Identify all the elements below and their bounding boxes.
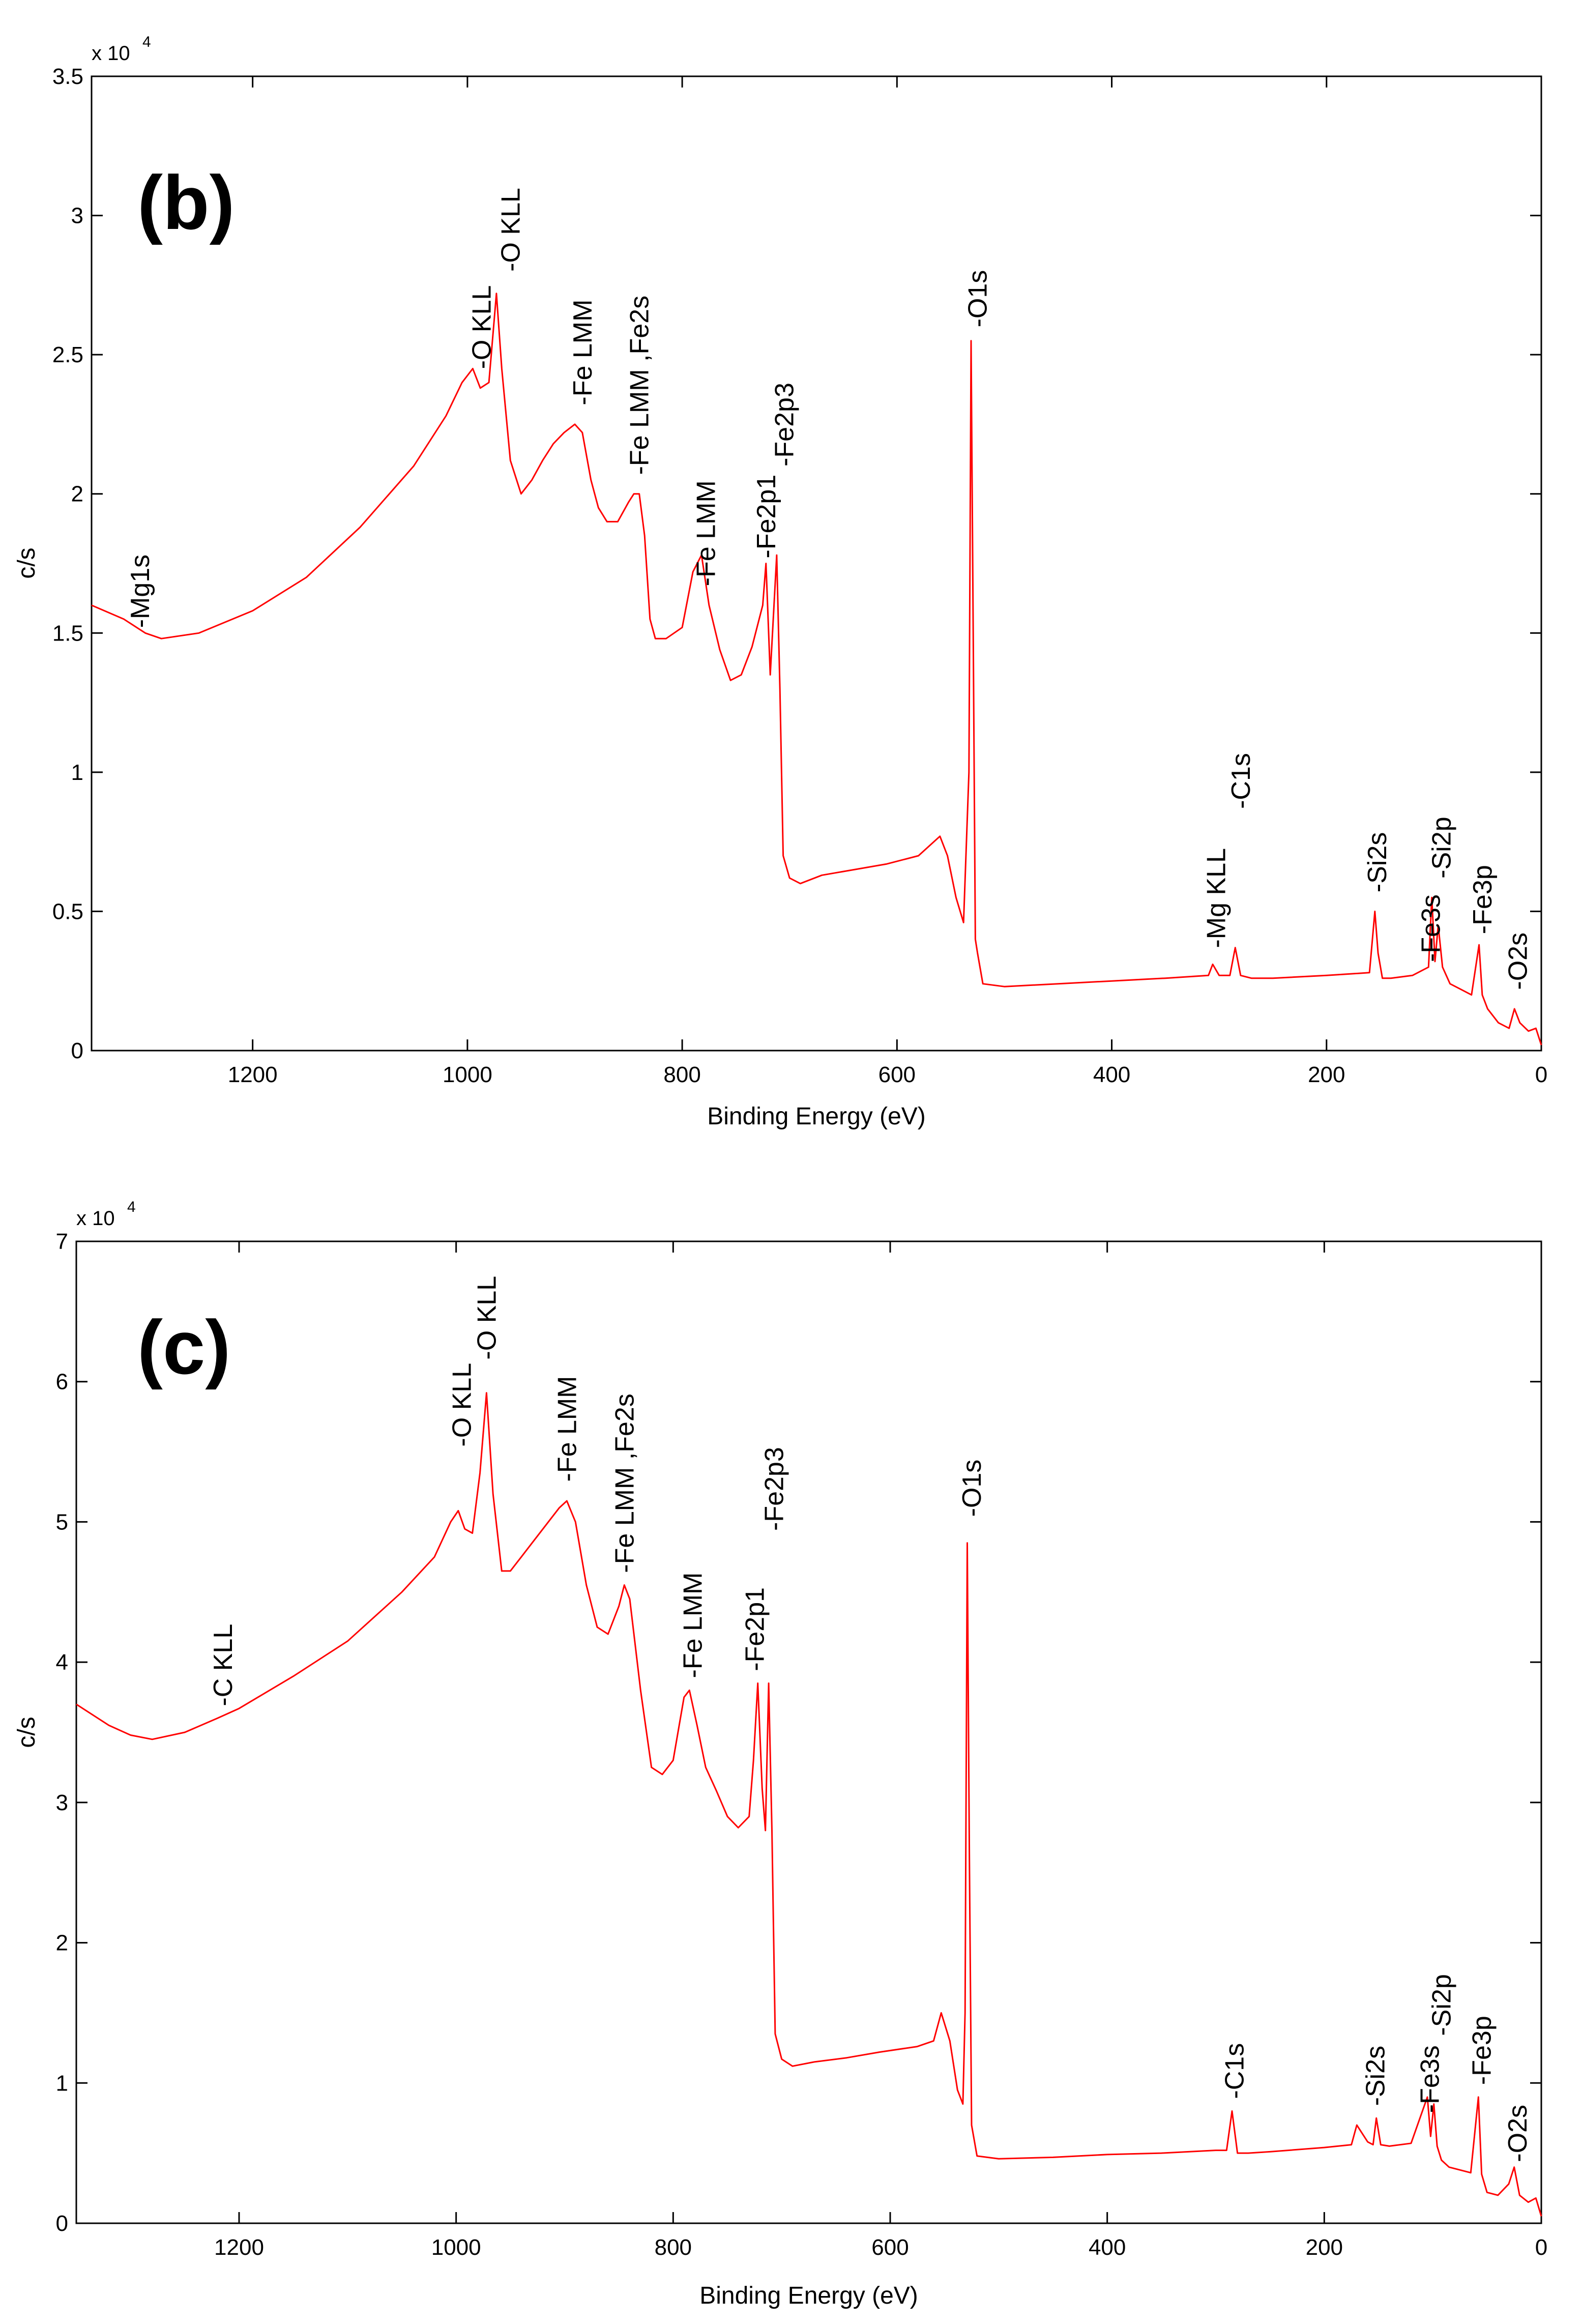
peak-label: -Fe LMM (679, 1573, 708, 1678)
peak-label: -Fe3s (1417, 894, 1446, 962)
x-tick-label: 1200 (214, 2235, 264, 2260)
peak-label: -Fe2p1 (740, 1587, 770, 1671)
peak-label: -Si2s (1361, 2046, 1391, 2106)
x-axis-label-c: Binding Energy (eV) (699, 2282, 918, 2309)
chart-panel-c: 1200 1000 800 600 400 200 0 0 1 2 3 4 5 6 7 -C KLL -O … (13, 1199, 1547, 2309)
y-multiplier-exp-b: 4 (142, 34, 151, 50)
x-tick-label: 200 (1308, 1062, 1345, 1087)
x-tick-label: 0 (1535, 2235, 1547, 2260)
y-tick-label: 7 (56, 1229, 68, 1254)
peak-label: -Fe LMM (568, 300, 598, 405)
peak-label: -Si2p (1427, 817, 1457, 878)
x-tick-label: 200 (1306, 2235, 1343, 2260)
x-axis-label-b: Binding Energy (eV) (707, 1103, 926, 1130)
x-tick-label: 600 (878, 1062, 916, 1087)
x-tick-label: 800 (655, 2235, 692, 2260)
panel-label-b: (b) (137, 160, 235, 245)
peak-labels-c: -C KLL -O KLL-O KLL -Fe LMM -Fe LMM ,Fe2s -F… (209, 1276, 1533, 2162)
peak-label: -O2s (1503, 2105, 1533, 2162)
plot-area-c (75, 1240, 1542, 2224)
peak-labels-b: -Mg1s -O KLL-O KLL -Fe LMM -Fe LMM ,Fe2s -Fe… (126, 188, 1533, 990)
peak-label: -Fe LMM ,Fe2s (610, 1393, 639, 1573)
y-tick-label: 0 (56, 2211, 68, 2236)
peak-label: -O KLL (447, 1363, 477, 1447)
peak-label: -Mg1s (126, 555, 155, 628)
y-multiplier-c: x 10 (76, 1207, 115, 1230)
peak-label: -O1s (957, 1460, 987, 1517)
x-tick-label: 1000 (431, 2235, 481, 2260)
y-ticks-c: 0 1 2 3 4 5 6 7 (56, 1229, 1541, 2236)
panel-label-c: (c) (137, 1304, 230, 1390)
y-tick-label: 3 (56, 1790, 68, 1815)
y-tick-label: 2.5 (52, 342, 83, 367)
y-tick-label: 2 (71, 482, 83, 507)
y-tick-label: 3.5 (52, 64, 83, 89)
x-tick-label: 400 (1089, 2235, 1126, 2260)
peak-label: -Fe3p (1468, 865, 1498, 934)
y-tick-label: 0 (71, 1038, 83, 1063)
peak-label: -Si2p (1427, 1974, 1457, 2036)
x-tick-label: 400 (1093, 1062, 1130, 1087)
peak-label: -O KLL (472, 1276, 502, 1360)
x-tick-label: 0 (1535, 1062, 1547, 1087)
x-tick-label: 800 (663, 1062, 700, 1087)
peak-label: -O KLL (467, 285, 496, 369)
spectrum-line-c (76, 1392, 1542, 2217)
peak-label: -O KLL (496, 188, 525, 272)
peak-label: -C1s (1226, 753, 1256, 809)
spectrum-line-b (91, 293, 1542, 1045)
y-axis-label-b: c/s (13, 547, 40, 578)
y-tick-label: 2 (56, 1931, 68, 1956)
peak-label: -Mg KLL (1202, 848, 1231, 948)
x-ticks-b: 1200 1000 800 600 400 200 0 (228, 76, 1547, 1087)
y-tick-label: 5 (56, 1509, 68, 1534)
peak-label: -Fe LMM (552, 1376, 582, 1482)
peak-label: -C KLL (209, 1624, 238, 1706)
y-tick-label: 1 (56, 2071, 68, 2096)
peak-label: -Fe2p3 (760, 1447, 789, 1531)
peak-label: -Si2s (1363, 832, 1392, 892)
x-tick-label: 1000 (443, 1062, 492, 1087)
y-tick-label: 0.5 (52, 899, 83, 924)
x-ticks-c: 1200 1000 800 600 400 200 0 (214, 1241, 1547, 2260)
peak-label: -O1s (963, 270, 993, 328)
peak-label: -O2s (1504, 933, 1533, 990)
y-tick-label: 1.5 (52, 621, 83, 646)
peak-label: -Fe3s (1415, 2045, 1445, 2113)
peak-label: -Fe2p1 (752, 475, 781, 559)
x-tick-label: 1200 (228, 1062, 278, 1087)
y-tick-label: 1 (71, 760, 83, 785)
y-axis-label-c: c/s (13, 1717, 40, 1748)
y-multiplier-b: x 10 (92, 42, 130, 65)
y-tick-label: 4 (56, 1650, 68, 1675)
peak-label: -Fe LMM ,Fe2s (625, 296, 655, 475)
peak-label: -Fe2p3 (770, 383, 800, 467)
peak-label: -Fe3p (1468, 2016, 1497, 2085)
plot-area-b (91, 75, 1542, 1052)
y-tick-label: 6 (56, 1370, 68, 1395)
x-tick-label: 600 (871, 2235, 909, 2260)
y-ticks-b: 0 0.5 1 1.5 2 2.5 3 3.5 (52, 64, 1541, 1063)
peak-label: -Fe LMM (692, 480, 721, 586)
y-tick-label: 3 (71, 204, 83, 228)
peak-label: -C1s (1220, 2043, 1249, 2099)
chart-panel-b: 1200 1000 800 600 400 200 0 0 0.5 1 1.5 2 2.5 3 3.5 -… (13, 34, 1547, 1130)
y-multiplier-exp-c: 4 (127, 1199, 136, 1215)
